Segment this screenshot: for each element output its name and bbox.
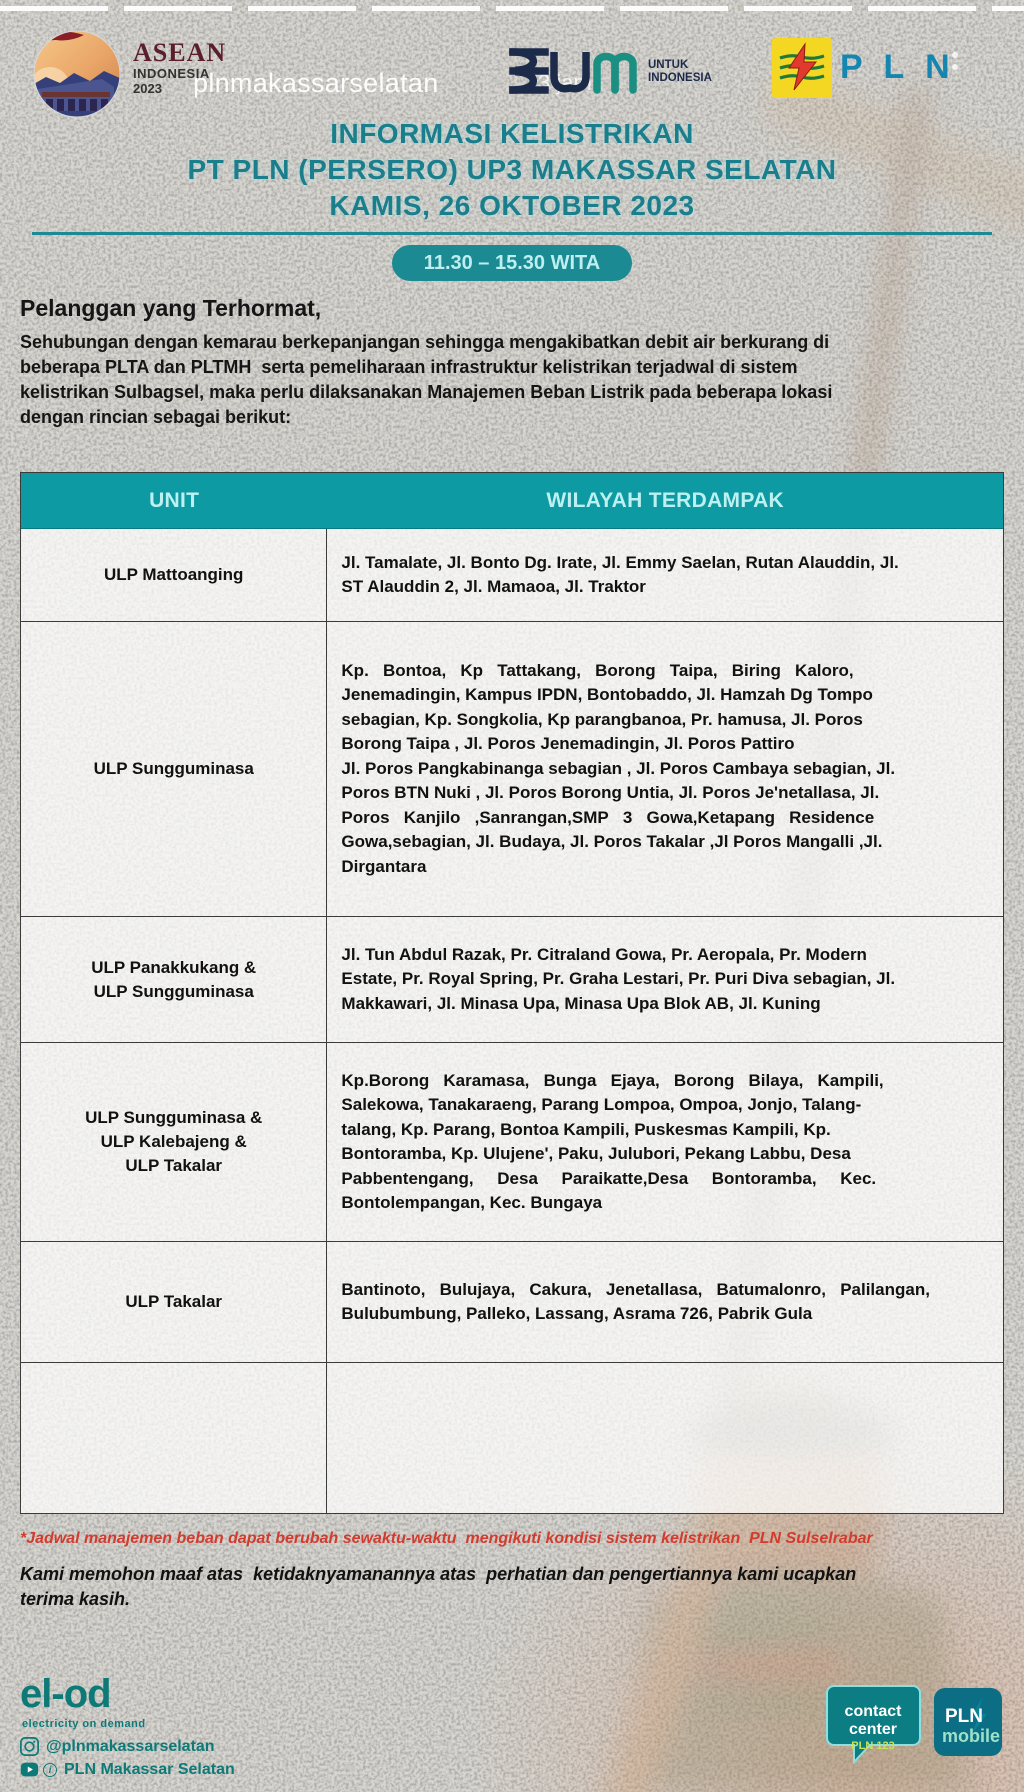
- svg-text:INDONESIA: INDONESIA: [648, 72, 712, 84]
- svg-text:UNTUK: UNTUK: [648, 59, 689, 71]
- svg-text:center: center: [849, 1721, 897, 1738]
- svg-text:contact: contact: [845, 1703, 903, 1720]
- svg-text:PLN: PLN: [945, 1706, 983, 1727]
- svg-text:mobile: mobile: [942, 1726, 1000, 1746]
- svg-text:PLN 123: PLN 123: [851, 1740, 894, 1752]
